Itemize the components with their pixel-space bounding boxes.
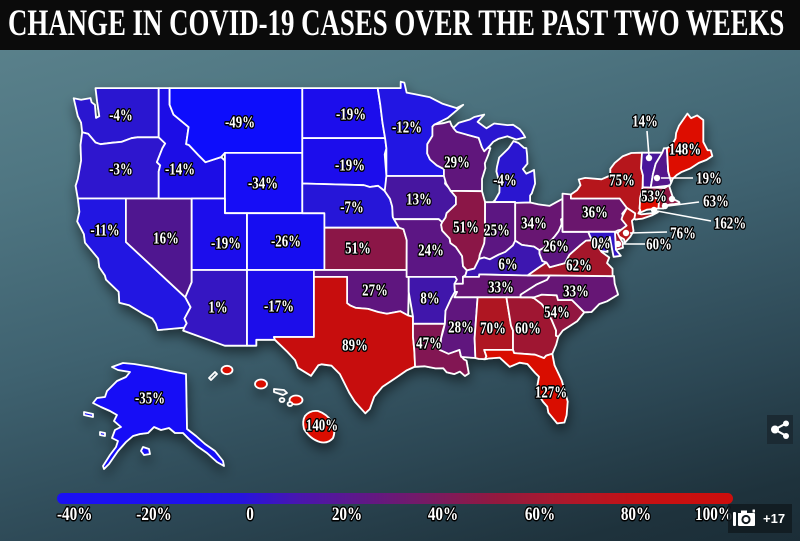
svg-text:-7%: -7% xyxy=(340,199,364,217)
svg-text:26%: 26% xyxy=(543,238,569,256)
svg-text:6%: 6% xyxy=(498,256,517,274)
svg-text:-4%: -4% xyxy=(493,172,517,190)
svg-text:34%: 34% xyxy=(521,215,547,233)
svg-text:75%: 75% xyxy=(609,172,635,190)
svg-text:-35%: -35% xyxy=(135,390,165,408)
svg-text:70%: 70% xyxy=(480,320,506,338)
svg-text:0: 0 xyxy=(246,503,254,524)
svg-text:33%: 33% xyxy=(488,279,514,297)
svg-text:40%: 40% xyxy=(428,503,458,524)
svg-text:-40%: -40% xyxy=(57,503,92,524)
svg-text:-19%: -19% xyxy=(336,106,366,124)
svg-text:100%: 100% xyxy=(695,503,733,524)
svg-text:13%: 13% xyxy=(406,191,432,209)
svg-text:51%: 51% xyxy=(345,240,371,258)
svg-text:80%: 80% xyxy=(621,503,651,524)
svg-text:0%: 0% xyxy=(591,235,610,253)
svg-text:76%: 76% xyxy=(670,225,696,243)
svg-text:-11%: -11% xyxy=(90,222,119,240)
svg-text:27%: 27% xyxy=(362,282,388,300)
svg-text:1%: 1% xyxy=(208,299,227,317)
svg-text:60%: 60% xyxy=(525,503,555,524)
svg-text:-4%: -4% xyxy=(109,107,133,125)
svg-text:53%: 53% xyxy=(641,188,667,206)
svg-text:-12%: -12% xyxy=(392,119,422,137)
svg-text:-19%: -19% xyxy=(211,235,241,253)
svg-text:24%: 24% xyxy=(418,242,444,260)
svg-text:16%: 16% xyxy=(153,230,179,248)
svg-text:-19%: -19% xyxy=(335,157,365,175)
svg-text:89%: 89% xyxy=(342,337,368,355)
svg-text:62%: 62% xyxy=(566,257,592,275)
svg-text:-14%: -14% xyxy=(165,161,195,179)
svg-text:28%: 28% xyxy=(448,319,474,337)
svg-text:20%: 20% xyxy=(332,503,362,524)
svg-text:63%: 63% xyxy=(703,193,729,211)
svg-text:-17%: -17% xyxy=(264,298,294,316)
svg-text:-20%: -20% xyxy=(136,503,171,524)
svg-text:-26%: -26% xyxy=(271,233,301,251)
svg-text:162%: 162% xyxy=(714,215,746,233)
svg-text:29%: 29% xyxy=(444,154,470,172)
svg-text:60%: 60% xyxy=(646,236,672,254)
svg-text:-3%: -3% xyxy=(109,161,133,179)
svg-text:8%: 8% xyxy=(420,290,439,308)
svg-text:36%: 36% xyxy=(582,204,608,222)
svg-text:-49%: -49% xyxy=(225,114,255,132)
svg-text:54%: 54% xyxy=(544,304,570,322)
svg-text:14%: 14% xyxy=(632,113,658,131)
svg-text:25%: 25% xyxy=(484,222,510,240)
svg-text:51%: 51% xyxy=(453,219,479,237)
svg-text:140%: 140% xyxy=(306,417,338,435)
svg-text:47%: 47% xyxy=(416,335,442,353)
svg-text:60%: 60% xyxy=(515,320,541,338)
svg-text:127%: 127% xyxy=(535,384,567,402)
svg-text:19%: 19% xyxy=(696,170,722,188)
svg-text:148%: 148% xyxy=(669,141,701,159)
svg-text:-34%: -34% xyxy=(248,175,278,193)
svg-text:33%: 33% xyxy=(563,283,589,301)
